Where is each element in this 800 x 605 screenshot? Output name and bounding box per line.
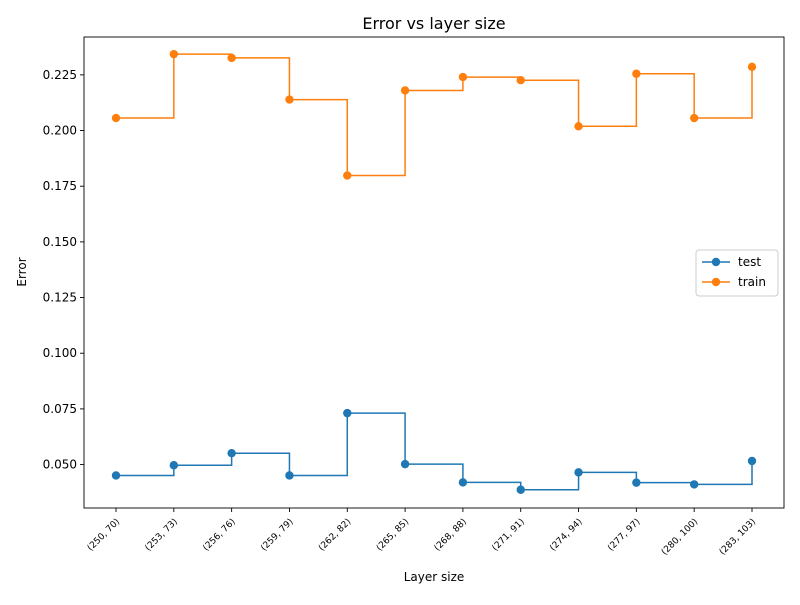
legend-marker-train [711, 277, 721, 287]
y-tick-label: 0.050 [43, 458, 77, 472]
data-point-test [227, 449, 236, 458]
x-tick-label: (283, 103) [718, 517, 758, 557]
x-tick-label: (265, 85) [375, 517, 411, 553]
x-tick-label: (274, 94) [548, 517, 584, 553]
legend-label-train: train [738, 275, 766, 289]
data-point-train [400, 86, 410, 95]
data-point-test [689, 480, 699, 489]
x-tick-label: (280, 100) [660, 517, 700, 557]
data-point-train [747, 62, 757, 72]
y-tick-label: 0.100 [43, 346, 77, 360]
x-tick-label: (250, 70) [86, 517, 122, 553]
x-tick-label: (253, 73) [144, 517, 180, 553]
data-point-test [343, 408, 352, 418]
x-tick-label: (277, 97) [606, 517, 642, 553]
y-axis-label: Error [15, 257, 29, 286]
data-point-test [632, 478, 641, 487]
data-point-train [458, 72, 468, 82]
data-point-test [516, 485, 525, 494]
data-point-test [747, 456, 757, 466]
x-tick-label: (262, 82) [317, 517, 353, 553]
y-tick-label: 0.075 [43, 402, 77, 416]
data-point-train [343, 171, 352, 180]
data-point-train [574, 122, 583, 131]
x-tick-label: (271, 91) [491, 517, 527, 553]
y-tick-label: 0.125 [43, 291, 77, 305]
legend: test train [695, 249, 779, 297]
data-point-train [227, 53, 236, 63]
y-tick-label: 0.175 [43, 179, 77, 193]
x-tick-label: (256, 76) [201, 517, 237, 553]
data-point-test [400, 459, 410, 469]
x-tick-label: (268, 88) [433, 517, 469, 553]
data-point-train [169, 49, 179, 59]
x-tick-label: (259, 79) [259, 517, 295, 553]
plot-area: 0.050 0.075 0.100 0.125 0.150 0.175 0.200 0.225… [43, 36, 785, 557]
y-tick-label: 0.225 [43, 68, 77, 82]
data-point-test [285, 471, 294, 480]
y-tick-label: 0.150 [43, 235, 77, 249]
data-point-train [285, 95, 294, 104]
data-point-train [516, 76, 525, 85]
data-point-test [169, 461, 179, 470]
legend-marker-test [711, 257, 721, 267]
x-axis-label: Layer size [404, 570, 465, 584]
series-line-test [116, 412, 753, 491]
data-point-train [632, 69, 641, 78]
chart-title: Error vs layer size [362, 14, 505, 33]
data-point-train [111, 113, 121, 123]
y-tick-label: 0.200 [43, 124, 77, 138]
axes-frame [83, 36, 785, 509]
data-point-test [574, 468, 583, 477]
legend-label-test: test [738, 255, 761, 269]
data-point-test [111, 471, 121, 480]
data-point-test [458, 478, 468, 487]
legend-box [695, 249, 779, 297]
data-point-train [689, 113, 699, 123]
series-line-train [116, 53, 753, 177]
